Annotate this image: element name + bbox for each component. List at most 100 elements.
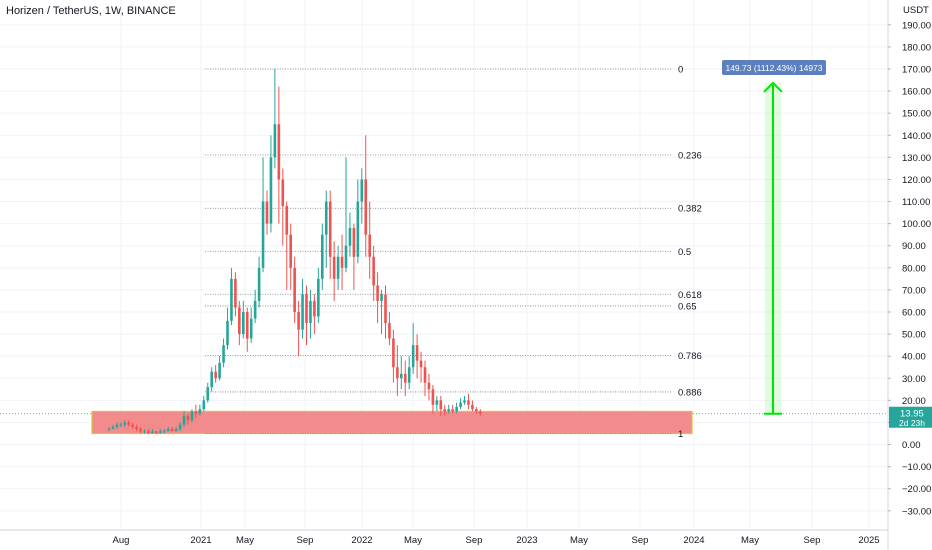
measure-label-bg <box>722 60 826 75</box>
candle-body <box>151 431 154 434</box>
candle-body <box>210 371 213 388</box>
candle-body <box>143 431 146 433</box>
time-axis[interactable]: Aug 2021 May Sep 2022 May Sep 2023 May Sep 2024 May… <box>0 529 888 546</box>
candle-body <box>230 278 233 321</box>
y-tick-label: −20.00 <box>902 484 931 495</box>
candle-body <box>340 256 344 268</box>
candle-body <box>407 367 411 383</box>
candle-body <box>451 409 454 412</box>
candle-body <box>155 431 158 434</box>
y-tick-label: 60.00 <box>902 308 926 319</box>
measure-label-badge[interactable]: 149.73 (1112.43%) 14973 <box>722 60 826 75</box>
grid <box>0 0 888 530</box>
candle-body <box>380 294 383 301</box>
candle-body <box>170 429 174 432</box>
candle-body <box>471 404 474 410</box>
x-tick-label: Sep <box>297 535 314 546</box>
candle-body <box>107 429 111 431</box>
candle-body <box>245 312 249 339</box>
y-tick-label: 90.00 <box>902 241 926 252</box>
candle-body <box>400 373 403 379</box>
candle-body <box>415 345 419 361</box>
candle-body <box>166 429 170 432</box>
y-tick-label: 170.00 <box>902 65 931 76</box>
candle-body <box>289 234 292 268</box>
fib-level-label: 0.236 <box>678 151 702 162</box>
fib-level-label: 0.382 <box>678 204 702 215</box>
y-tick-label: 70.00 <box>902 285 926 296</box>
x-tick-label: 2023 <box>516 535 537 546</box>
candle-body <box>119 424 123 426</box>
candle-body <box>281 179 285 206</box>
candle-body <box>423 367 427 383</box>
support-zone-rect <box>91 410 693 435</box>
candle-body <box>182 415 186 425</box>
candle-body <box>352 228 356 257</box>
candle-body <box>257 267 261 301</box>
current-price-badge[interactable] <box>889 406 932 428</box>
candle-body <box>198 409 202 414</box>
candle-body <box>411 345 415 368</box>
candle-body <box>238 307 241 335</box>
candle-body <box>388 323 391 339</box>
candle-body <box>439 400 443 410</box>
candle-body <box>285 205 289 235</box>
candle-body <box>317 278 320 317</box>
candle-body <box>455 406 458 412</box>
candle-body <box>222 345 225 363</box>
candle-body <box>364 179 368 235</box>
candle-body <box>147 431 150 434</box>
candle-body <box>467 400 470 405</box>
price-range-measure[interactable]: 149.73 (1112.43%) 14973 <box>722 60 826 415</box>
candle-body <box>249 318 253 339</box>
support-zone <box>91 410 693 435</box>
x-tick-label: 2021 <box>190 535 211 546</box>
candle-body <box>403 373 407 383</box>
y-tick-label: 40.00 <box>902 352 926 363</box>
candle-body <box>475 409 478 412</box>
candle-body <box>479 411 482 414</box>
y-tick-label: 120.00 <box>902 175 931 186</box>
price-axis[interactable]: USDT 190.00 180.00 170.00 160.00 150.00 140.00… <box>887 0 932 550</box>
y-tick-label: 0.00 <box>902 440 921 451</box>
x-tick-label: 2024 <box>683 535 704 546</box>
candle-body <box>309 300 312 324</box>
candle-body <box>344 245 348 268</box>
y-tick-label: 150.00 <box>902 109 931 120</box>
candle-body <box>293 267 296 312</box>
y-tick-label: 140.00 <box>902 131 931 142</box>
candle-body <box>269 157 273 224</box>
x-tick-label: 2025 <box>858 535 879 546</box>
candle-body <box>135 426 138 430</box>
candle-body <box>384 294 387 324</box>
candle-body <box>174 429 178 432</box>
candle-body <box>111 426 115 430</box>
candle-body <box>261 201 265 268</box>
candle-body <box>332 256 336 279</box>
y-tick-label: −30.00 <box>902 506 931 517</box>
candle-body <box>419 360 423 368</box>
candle-body <box>427 382 431 390</box>
arrow-up-icon <box>763 81 783 93</box>
candle-body <box>431 389 435 405</box>
candle-body <box>376 285 379 301</box>
candle-body <box>368 234 371 257</box>
y-tick-label: 110.00 <box>902 197 930 208</box>
candle-body <box>336 256 340 279</box>
candle-body <box>328 201 332 257</box>
candle-body <box>206 387 210 401</box>
candle-body <box>139 429 142 432</box>
candle-body <box>178 424 182 430</box>
fib-level-label: 0.886 <box>678 387 702 398</box>
y-tick-label: 130.00 <box>902 153 931 164</box>
chart-title: Horizen / TetherUS, 1W, BINANCE <box>6 5 176 17</box>
y-tick-label: 180.00 <box>902 42 931 53</box>
candle-body <box>301 294 304 330</box>
candle-body <box>253 300 257 319</box>
x-tick-label: 2022 <box>351 535 372 546</box>
measure-label-text: 149.73 (1112.43%) 14973 <box>725 63 822 73</box>
x-tick-label: May <box>236 535 254 546</box>
candle-body <box>348 228 352 246</box>
